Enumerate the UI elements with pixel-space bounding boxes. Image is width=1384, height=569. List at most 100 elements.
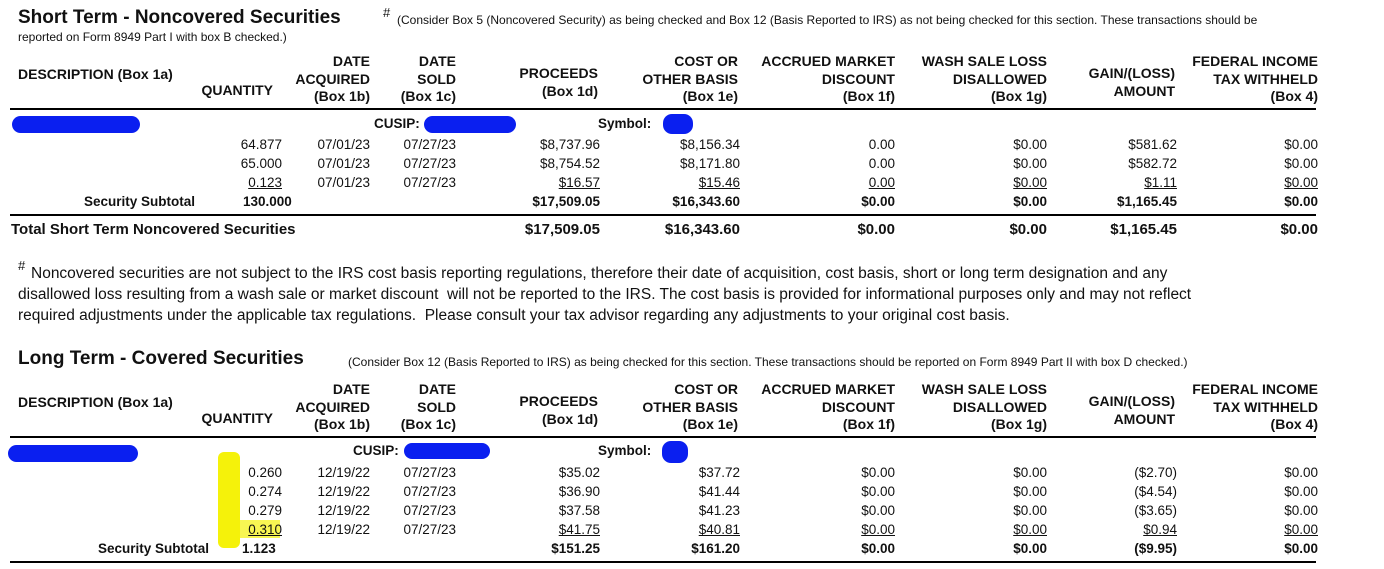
header-rule (10, 436, 1316, 438)
cell: $0.00 (1284, 484, 1318, 499)
cell: 07/27/23 (403, 156, 456, 171)
column-header: PROCEEDS (519, 65, 598, 81)
redaction (663, 114, 693, 134)
cell: 0.00 (868, 137, 895, 152)
cell: 07/27/23 (403, 175, 456, 190)
column-header: WASH SALE LOSS (921, 381, 1047, 397)
column-header: (Box 1d) (542, 82, 598, 99)
section-title: Short Term - Noncovered Securities (18, 7, 341, 28)
footnote-mark: # (18, 258, 26, 273)
cell: 07/27/23 (403, 484, 456, 499)
column-header: COST OR (674, 53, 738, 69)
footnote-text: disallowed loss resulting from a wash sa… (18, 286, 1192, 303)
total-cell: $17,509.05 (524, 221, 600, 238)
cell: 07/01/23 (317, 137, 370, 152)
column-header: (Box 1c) (400, 88, 456, 104)
cell: $0.00 (1284, 137, 1318, 152)
cell: 07/01/23 (317, 175, 370, 190)
cell: $0.00 (1284, 465, 1318, 480)
cusip-label: CUSIP: (353, 443, 399, 458)
bottom-rule (10, 561, 1316, 563)
total-label: Total Short Term Noncovered Securities (11, 221, 296, 238)
column-header: TAX WITHHELD (1213, 398, 1318, 415)
column-header: DATE (418, 381, 456, 397)
cell: 0.260 (248, 465, 282, 480)
cell: $8,156.34 (679, 137, 740, 152)
column-header: (Box 1b) (314, 88, 370, 104)
footnote-text: required adjustments under the applicabl… (18, 307, 1010, 324)
subtotal-label: Security Subtotal (98, 540, 210, 556)
cell: ($3.65) (1134, 503, 1177, 518)
section-note: reported on Form 8949 Part I with box B … (18, 30, 287, 44)
footnote-text: Noncovered securities are not subject to… (31, 265, 1168, 282)
column-header: OTHER BASIS (642, 398, 738, 415)
column-header: SOLD (417, 398, 456, 415)
column-header: (Box 4) (1270, 88, 1318, 104)
subtotal-cell: $0.00 (861, 193, 895, 209)
cell: $35.02 (558, 465, 600, 480)
column-header: (Box 1f) (842, 416, 895, 432)
total-cell: $1,165.45 (1110, 221, 1177, 238)
column-header: DATE (332, 53, 370, 69)
cell: 0.310 (248, 522, 282, 537)
cell: 07/27/23 (403, 522, 456, 537)
section-note: (Consider Box 12 (Basis Reported to IRS)… (348, 355, 1188, 369)
column-header: (Box 1b) (314, 416, 370, 432)
cell: 0.279 (248, 503, 282, 518)
cell: $0.00 (1013, 137, 1047, 152)
column-header: SOLD (417, 70, 456, 87)
redaction (404, 443, 490, 459)
cell: $0.00 (1013, 156, 1047, 171)
column-header: DISALLOWED (952, 70, 1047, 87)
column-header: DATE (332, 381, 370, 397)
subtotal-cell: $1,165.45 (1116, 193, 1177, 209)
column-header: (Box 1g) (991, 88, 1047, 104)
subtotal-cell: $0.00 (861, 540, 895, 556)
cell: $41.44 (698, 484, 740, 499)
cell: $8,754.52 (539, 156, 600, 171)
cell: $15.46 (698, 175, 740, 190)
column-header: TAX WITHHELD (1213, 70, 1318, 87)
column-header: GAIN/(LOSS) (1088, 393, 1175, 409)
cell: 0.00 (868, 175, 895, 190)
total-cell: $16,343.60 (664, 221, 740, 238)
cell: $0.00 (1284, 522, 1318, 537)
column-header: ACQUIRED (295, 70, 370, 87)
cell: 07/27/23 (403, 465, 456, 480)
highlight (218, 452, 240, 548)
column-header: DESCRIPTION (Box 1a) (18, 66, 173, 82)
column-header: (Box 1c) (400, 416, 456, 432)
cell: $0.94 (1143, 522, 1177, 537)
cell: $41.75 (558, 522, 600, 537)
cell: $0.00 (1284, 503, 1318, 518)
cell: $37.58 (558, 503, 600, 518)
cell: 64.877 (240, 137, 282, 152)
subtotal-cell: 130.000 (243, 193, 292, 209)
column-header: FEDERAL INCOME (1192, 381, 1318, 397)
subtotal-cell: $0.00 (1284, 540, 1318, 556)
symbol-label: Symbol: (598, 443, 652, 458)
column-header: AMOUNT (1113, 82, 1175, 99)
column-header: PROCEEDS (519, 393, 598, 409)
cell: 07/01/23 (317, 156, 370, 171)
column-header: (Box 1d) (542, 410, 598, 427)
column-header: (Box 1e) (682, 88, 738, 104)
total-cell: $0.00 (1009, 221, 1047, 238)
cell: 07/27/23 (403, 503, 456, 518)
column-header: DATE (418, 53, 456, 69)
subtotal-cell: ($9.95) (1134, 540, 1177, 556)
subtotal-cell: $0.00 (1013, 540, 1047, 556)
column-header: AMOUNT (1113, 410, 1175, 427)
subtotal-cell: $161.20 (691, 540, 740, 556)
column-header: DISALLOWED (952, 398, 1047, 415)
total-cell: $0.00 (857, 221, 895, 238)
cell: 12/19/22 (317, 484, 370, 499)
column-header: ACQUIRED (295, 398, 370, 415)
cell: $0.00 (1013, 503, 1047, 518)
column-header: FEDERAL INCOME (1192, 53, 1318, 69)
column-header: QUANTITY (201, 410, 273, 426)
cell: 12/19/22 (317, 465, 370, 480)
cell: 0.00 (868, 156, 895, 171)
column-header: ACCRUED MARKET (761, 53, 895, 69)
cell: $0.00 (1013, 465, 1047, 480)
